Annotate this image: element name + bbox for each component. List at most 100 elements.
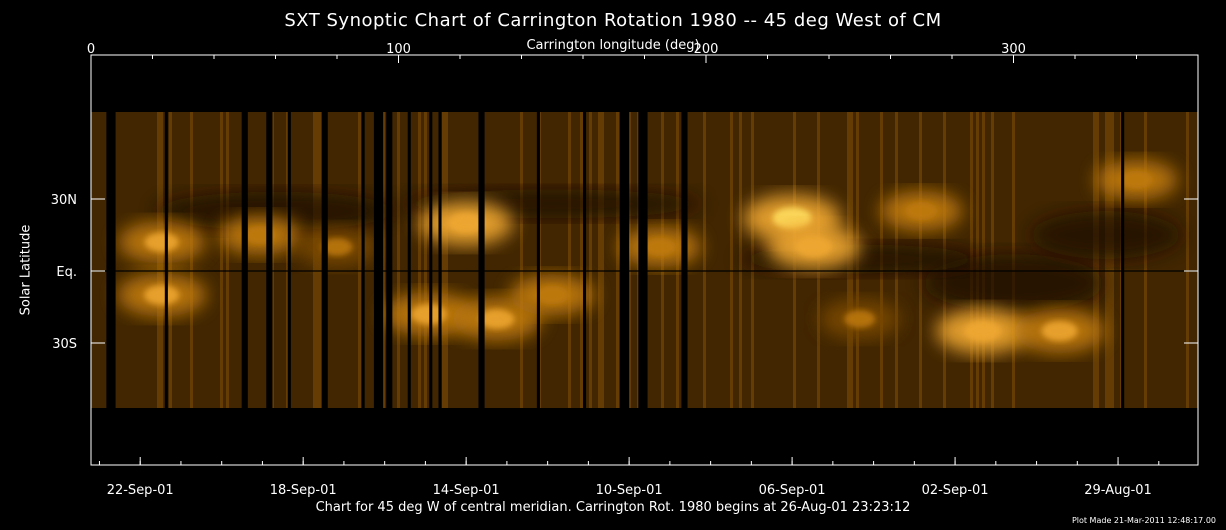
texture-strip (484, 112, 487, 408)
texture-strip (370, 112, 373, 408)
texture-strip (1084, 112, 1087, 408)
texture-strip (607, 112, 610, 408)
texture-strip (223, 112, 226, 408)
texture-strip (400, 112, 403, 408)
texture-strip (286, 112, 289, 408)
texture-strip (193, 112, 196, 408)
texture-strip (424, 112, 427, 408)
texture-strip (292, 112, 295, 408)
data-gap (373, 112, 384, 408)
texture-strip (550, 112, 553, 408)
data-gap (361, 112, 365, 408)
texture-strip (727, 112, 730, 408)
texture-strip (1105, 112, 1108, 408)
texture-strip (460, 112, 463, 408)
texture-strip (559, 112, 562, 408)
texture-strip (394, 112, 397, 408)
data-gap (266, 112, 273, 408)
texture-strip (406, 112, 409, 408)
texture-strip (700, 112, 703, 408)
texture-strip (103, 112, 106, 408)
data-gap (407, 112, 411, 408)
texture-strip (301, 112, 304, 408)
texture-strip (280, 112, 283, 408)
texture-strip (1093, 112, 1096, 408)
texture-strip (1138, 112, 1141, 408)
y-tick-label: 30N (51, 193, 77, 208)
texture-strip (1078, 112, 1081, 408)
active-region-core (321, 238, 353, 256)
texture-strip (277, 112, 280, 408)
texture-strip (247, 112, 250, 408)
texture-strip (1180, 112, 1183, 408)
data-gap (241, 112, 248, 408)
x-axis-label: Carrington longitude (deg) (526, 38, 700, 53)
texture-strip (283, 112, 286, 408)
dark-region (923, 254, 1104, 312)
texture-strip (121, 112, 124, 408)
texture-strip (532, 112, 535, 408)
texture-strip (1126, 112, 1129, 408)
active-region-core (479, 309, 515, 329)
texture-strip (457, 112, 460, 408)
texture-strip (184, 112, 187, 408)
texture-strip (691, 112, 694, 408)
texture-strip (1171, 112, 1174, 408)
texture-strip (1174, 112, 1177, 408)
texture-strip (586, 112, 589, 408)
date-tick-label: 06-Sep-01 (759, 483, 826, 498)
texture-strip (613, 112, 616, 408)
texture-strip (529, 112, 532, 408)
texture-strip (463, 112, 466, 408)
texture-strip (271, 112, 274, 408)
texture-strip (694, 112, 697, 408)
texture-strip (202, 112, 205, 408)
data-gap (438, 112, 442, 408)
texture-strip (706, 112, 709, 408)
chart-caption: Chart for 45 deg W of central meridian. … (315, 500, 911, 515)
dark-region (1030, 211, 1181, 259)
texture-strip (262, 112, 265, 408)
texture-strip (199, 112, 202, 408)
texture-strip (718, 112, 721, 408)
y-tick-label: Eq. (56, 265, 77, 280)
texture-strip (697, 112, 700, 408)
texture-strip (445, 112, 448, 408)
texture-strip (592, 112, 595, 408)
texture-strip (196, 112, 199, 408)
data-gap (386, 112, 393, 408)
texture-strip (589, 112, 592, 408)
texture-strip (493, 112, 496, 408)
texture-strip (1141, 112, 1144, 408)
texture-strip (304, 112, 307, 408)
plot-timestamp: Plot Made 21-Mar-2011 12:48:17.00 (1071, 516, 1216, 525)
texture-strip (391, 112, 394, 408)
texture-strip (517, 112, 520, 408)
texture-strip (94, 112, 97, 408)
texture-strip (487, 112, 490, 408)
texture-strip (250, 112, 253, 408)
texture-strip (514, 112, 517, 408)
texture-strip (511, 112, 514, 408)
texture-strip (1099, 112, 1102, 408)
texture-strip (1159, 112, 1162, 408)
texture-strip (418, 112, 421, 408)
axis-ticks: 0 100 200 300 30N Eq. 30S 22-Sep-01 18-Sep-01 14-… (51, 42, 1199, 498)
texture-strip (238, 112, 241, 408)
active-region-core (643, 238, 676, 256)
texture-strip (520, 112, 523, 408)
texture-strip (274, 112, 277, 408)
data-gap (1121, 112, 1125, 408)
texture-strip (382, 112, 385, 408)
texture-strip (97, 112, 100, 408)
texture-strip (1081, 112, 1084, 408)
date-tick-label: 22-Sep-01 (107, 483, 174, 498)
texture-strip (1069, 112, 1072, 408)
texture-strip (1189, 112, 1192, 408)
texture-strip (547, 112, 550, 408)
texture-strip (130, 112, 133, 408)
texture-strip (580, 112, 583, 408)
texture-strip (133, 112, 136, 408)
texture-strip (1147, 112, 1150, 408)
